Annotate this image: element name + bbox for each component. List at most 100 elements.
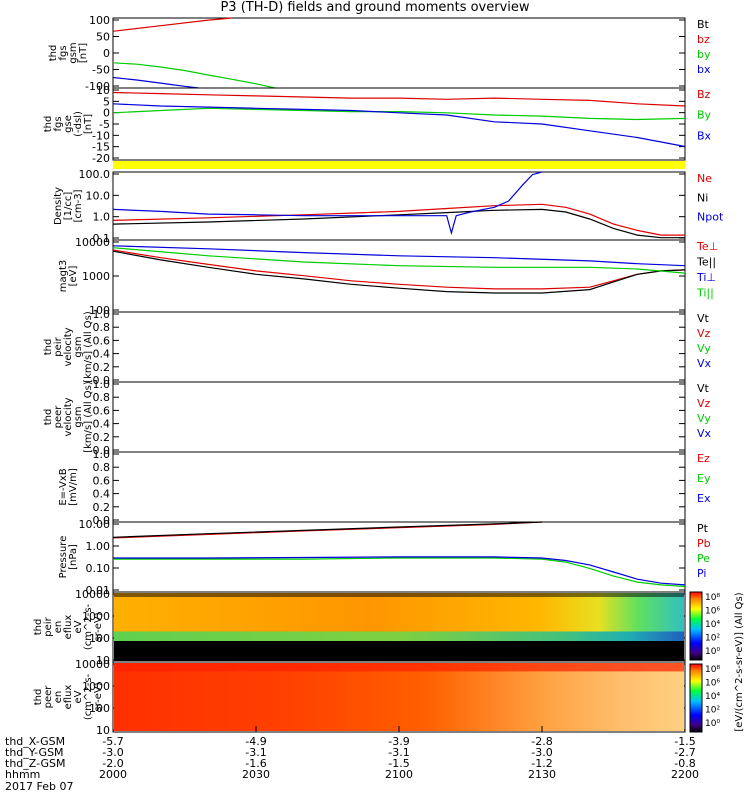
y-axis-label-line: peer [53,405,64,429]
y-axis-label-line: gsm [68,42,79,63]
y-axis-label-line: [1/cc] [63,192,74,221]
legend-entry: Vy [697,412,711,425]
y-tick-label: 1.00 [86,540,111,553]
y-axis-label-line: magt3 [58,260,69,293]
legend-entry: Vy [697,342,711,355]
y-axis-label-line: [km/s] (All Qs) [83,381,94,453]
y-axis-label-line: en [53,621,64,634]
legend-entry: Te⊥ [696,240,718,253]
y-tick-label: 0.2 [93,501,111,514]
panel-frame-peer_velocity [112,381,686,453]
y-tick-label: 10000 [75,236,110,249]
colorbar-tick-label: 10⁸ [705,593,720,603]
y-tick-label: 0.8 [93,391,111,404]
y-axis-label-line: E=-VxB [58,468,69,505]
series-line-bz [112,17,233,32]
legend-entry: Ey [697,472,711,485]
legend-entry: Ex [697,492,711,505]
series-line-Pi [113,556,686,586]
legend-entry: Vt [697,382,710,395]
y-axis-label-efield: E=-VxB [mV/m] [58,468,79,506]
y-tick-label: 100.0 [79,168,111,181]
y-axis-label-line: (cm^2-s- [83,673,94,720]
y-axis-label-line: sr-eV) [93,682,104,711]
x-axis-value: -1.5 [674,735,695,748]
y-tick-label: 1.0 [93,448,111,461]
legend-entry: Pb [697,537,711,550]
y-tick-label: 0.8 [93,321,111,334]
x-axis-row-label: thd_Z-GSM [5,757,65,770]
x-axis-value: -1.5 [388,757,409,770]
y-tick-label: 0.0 [93,374,111,387]
y-axis-label-pressure: Pressure [nPa] [58,536,79,579]
y-axis-label-line: [mV/m] [68,468,79,506]
y-axis-label-peir_spectrogram: thd peir en eflux eV (cm^2-s-sr-eV) [33,603,104,650]
y-tick-label: -50 [92,64,110,77]
y-axis-label-line: peir [53,336,64,356]
y-axis-label-line: fgs [58,45,69,60]
x-axis-value: -3.0 [531,746,552,759]
colorbar-tick-label: 10⁸ [705,665,720,675]
y-axis-label-line: [km/s] (All Qs) [83,311,94,383]
legend-entry: Npot [697,211,724,224]
legend-entry: Pt [697,522,709,535]
colorbar-electron [689,663,703,733]
legend-entry: Pe [697,552,710,565]
y-tick-label: 0.2 [93,361,111,374]
y-axis-label-line: [cm-3] [73,189,84,222]
y-axis-label-line: (-dsl) [73,111,84,137]
x-axis-date: 2017 Feb 07 [5,780,74,793]
y-tick-label: 100 [89,702,110,715]
y-tick-label: 1.0 [93,378,111,391]
y-tick-label: -5 [99,118,110,131]
legend-entry: Vx [697,427,712,440]
y-tick-label: 10 [96,654,110,667]
y-tick-label: 0.6 [93,474,111,487]
legend-entry: bz [697,33,710,46]
legend-entry: Pi [697,567,706,580]
y-tick-label: 0.01 [86,584,111,597]
y-axis-label-line: thd [43,339,54,356]
spectrogram-band [114,663,684,672]
legend-entry: Vz [697,327,711,340]
y-tick-label: 10000 [75,658,110,671]
y-axis-label-line: peir [43,616,54,636]
colorbar-tick-label: 10⁴ [705,620,720,630]
x-axis-value: -2.0 [102,757,123,770]
y-tick-label: -20 [92,152,110,165]
x-axis-value: -3.0 [102,746,123,759]
legend-entry: bx [697,63,711,76]
series-line-Pt [112,521,543,538]
y-tick-label: 1000 [82,680,110,693]
y-axis-label-line: Pressure [58,536,69,579]
x-axis-value: -3.1 [388,746,409,759]
panel-frame-density [112,171,686,241]
y-tick-label: 100 [89,632,110,645]
colorbar-tick-label: 10⁶ [705,679,720,689]
colorbar-tick-label: 10² [705,634,720,644]
y-axis-label-line: gsm [73,336,84,357]
y-tick-label: 0.4 [93,348,111,361]
y-axis-label-line: [nT] [78,43,89,63]
y-axis-label-line: velocity [63,397,74,436]
y-axis-label-line: peer [43,685,54,709]
y-axis-label-density: Density [1/cc] [cm-3] [53,187,84,225]
x-axis-value: -1.2 [531,757,552,770]
y-tick-label: -10 [92,129,110,142]
x-axis-value: 2130 [528,768,556,781]
y-axis-label-line: (cm^2-s- [83,603,94,650]
y-tick-label: 0.0 [93,444,111,457]
colorbar-tick-label: 10⁶ [705,607,720,617]
panel-frame-peir_velocity [112,311,686,383]
y-axis-label-line: [nT] [83,114,94,134]
y-tick-label: 0.8 [93,461,111,474]
y-axis-label-peer_spectrogram: thd peer en eflux eV (cm^2-s-sr-eV) [33,673,104,720]
y-tick-label: 0.6 [93,334,111,347]
x-axis-value: -5.7 [102,735,123,748]
y-axis-label-fgs_gse: thd fgs gse (-dsl) [nT] [43,111,94,137]
flag-bar [113,161,685,169]
y-axis-label-line: fgs [53,116,64,131]
y-tick-label: 0.4 [93,418,111,431]
spectrogram-band [114,593,684,597]
colorbar-tick-label: 10⁰ [705,719,720,729]
